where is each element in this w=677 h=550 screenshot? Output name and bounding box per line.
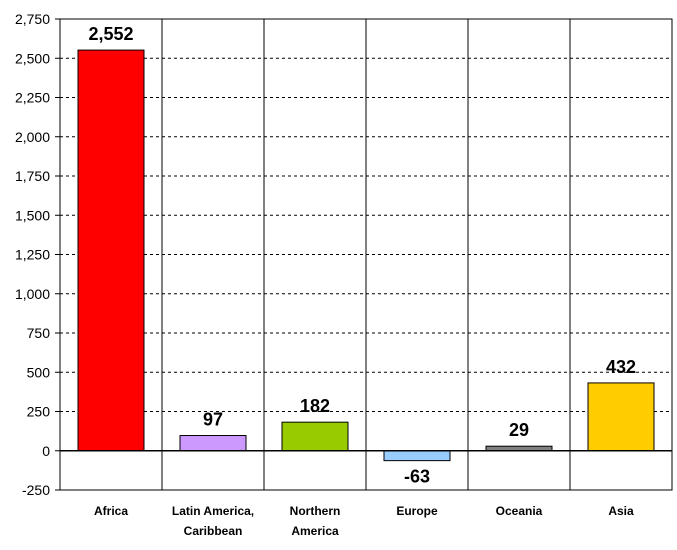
- bars: [77, 49, 655, 462]
- category-label-line: Latin America,: [172, 504, 254, 518]
- y-tick-label: 500: [27, 364, 51, 380]
- data-label: 29: [509, 420, 529, 440]
- y-tick-label: 250: [27, 404, 51, 420]
- category-label: Northern America: [290, 504, 341, 538]
- y-tick-label: 1,000: [15, 286, 50, 302]
- y-tick-label: 0: [42, 443, 50, 459]
- x-axis-category-labels: Africa Latin America, Caribbean Northern Ame…: [94, 504, 634, 538]
- category-label: Africa: [94, 504, 128, 518]
- bar: [587, 382, 655, 452]
- data-label: 182: [300, 396, 330, 416]
- y-tick-label: 1,750: [15, 168, 50, 184]
- bar: [179, 435, 247, 452]
- y-tick-label: 750: [27, 325, 51, 341]
- category-label-line: America: [291, 524, 339, 538]
- y-tick-label: -250: [22, 482, 50, 498]
- category-dividers: [161, 19, 571, 490]
- bar: [383, 450, 451, 462]
- y-tick-label: 1,250: [15, 247, 50, 263]
- category-label: Latin America, Caribbean: [172, 504, 254, 538]
- y-tick-label: 2,500: [15, 50, 50, 66]
- category-label-line: Africa: [94, 504, 128, 518]
- bar: [281, 421, 349, 452]
- category-label-line: Oceania: [496, 504, 543, 518]
- category-label: Europe: [396, 504, 438, 518]
- y-tick-label: 2,250: [15, 90, 50, 106]
- data-label: 2,552: [88, 24, 133, 44]
- category-label: Asia: [608, 504, 634, 518]
- category-label: Oceania: [496, 504, 543, 518]
- data-label: 432: [606, 357, 636, 377]
- category-label-line: Northern: [290, 504, 341, 518]
- y-tick-label: 1,500: [15, 207, 50, 223]
- data-labels: 2,552 97 182 -63 29 432: [88, 24, 636, 487]
- data-label: 97: [203, 410, 223, 430]
- bar: [77, 49, 145, 452]
- data-label: -63: [404, 467, 430, 487]
- category-label-line: Europe: [396, 504, 438, 518]
- y-tick-label: 2,000: [15, 129, 50, 145]
- y-tick-label: 2,750: [15, 11, 50, 27]
- y-axis-ticks: -250 0 250 500 750 1,000 1,250 1,500 1,750 2,000 2…: [15, 11, 60, 498]
- category-label-line: Asia: [608, 504, 634, 518]
- category-label-line: Caribbean: [184, 524, 243, 538]
